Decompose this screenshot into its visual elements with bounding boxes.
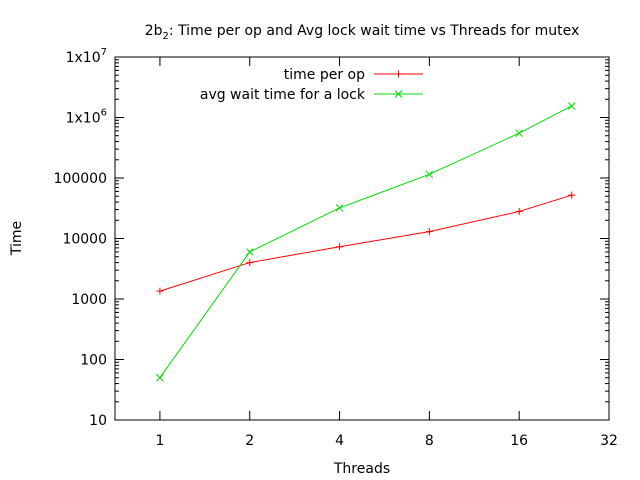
data-point xyxy=(336,243,344,251)
data-point xyxy=(246,259,254,267)
y-tick-label: 1000 xyxy=(71,292,107,308)
data-point xyxy=(156,287,164,295)
data-point xyxy=(568,191,576,199)
x-tick-label: 1 xyxy=(155,433,164,449)
data-point xyxy=(425,170,434,179)
x-tick-label: 16 xyxy=(510,433,528,449)
series-0 xyxy=(156,191,576,295)
x-tick-label: 4 xyxy=(335,433,344,449)
x-axis-label: Threads xyxy=(333,461,390,477)
x-tick-label: 8 xyxy=(425,433,434,449)
series-layer xyxy=(156,102,576,382)
series-line xyxy=(159,105,572,379)
y-tick-label: 100 xyxy=(80,353,107,369)
y-axis-label: Time xyxy=(9,221,25,256)
y-tick-label: 100000 xyxy=(54,171,107,187)
data-point xyxy=(245,248,254,256)
data-point xyxy=(156,373,164,382)
y-tick-label: 1x106 xyxy=(66,108,107,127)
legend-label: avg wait time for a lock xyxy=(200,87,366,103)
data-point xyxy=(515,129,524,138)
axis-ticks: 10 100 1000 10000 100000 1x106 1x107 1 2 4 8 16 32 xyxy=(54,47,618,449)
data-point xyxy=(515,207,523,215)
plot-frame xyxy=(114,56,610,421)
series-1 xyxy=(156,102,576,382)
legend-marker xyxy=(395,70,402,78)
y-tick-label: 10000 xyxy=(62,232,107,248)
legend: time per op avg wait time for a lock xyxy=(200,67,423,103)
x-tick-label: 32 xyxy=(600,433,618,449)
data-point xyxy=(567,102,576,110)
x-tick-label: 2 xyxy=(245,433,254,449)
data-point xyxy=(425,228,433,236)
chart-title: 2b2: Time per op and Avg lock wait time … xyxy=(145,23,580,42)
series-line xyxy=(159,194,572,292)
legend-label: time per op xyxy=(284,67,365,83)
data-point xyxy=(335,204,344,212)
y-tick-label: 10 xyxy=(89,413,107,429)
y-tick-label: 1x107 xyxy=(66,47,107,66)
legend-marker xyxy=(394,90,403,98)
